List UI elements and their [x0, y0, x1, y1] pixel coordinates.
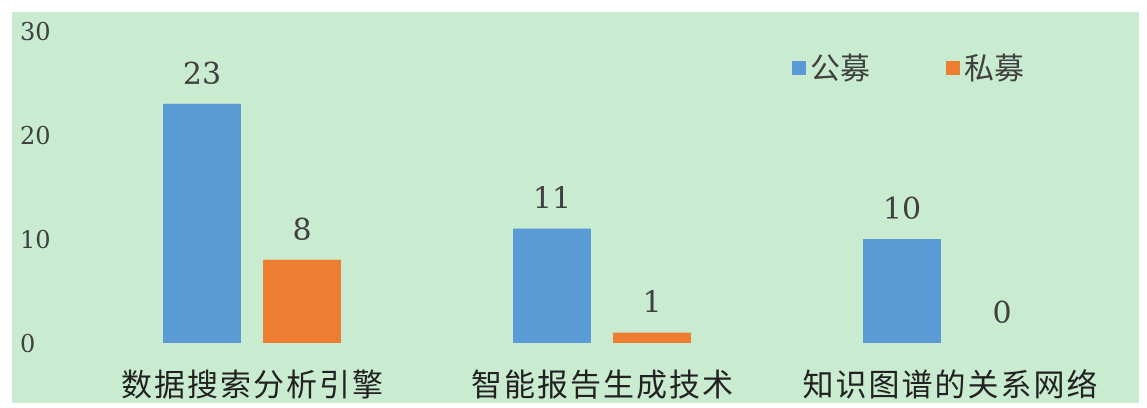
x-axis-category-label: 数据搜索分析引擎: [121, 368, 385, 403]
data-label: 8: [292, 213, 311, 248]
legend-item: 私募: [946, 52, 1024, 87]
y-tick-label: 10: [20, 226, 51, 254]
data-label: 0: [992, 296, 1011, 331]
y-tick-label: 20: [20, 122, 51, 150]
bar: [163, 103, 241, 343]
legend-label: 私募: [964, 52, 1024, 87]
y-axis-ticks: 0 10 20 30: [20, 18, 51, 358]
legend-swatch: [946, 61, 960, 75]
bar: [613, 332, 691, 343]
y-tick-label: 0: [20, 330, 35, 358]
y-tick-label: 30: [20, 18, 51, 46]
data-label: 11: [533, 182, 571, 217]
bars: [163, 103, 941, 343]
data-label: 1: [642, 286, 661, 321]
legend-label: 公募: [810, 52, 870, 87]
bar: [263, 259, 341, 343]
legend-swatch: [792, 61, 806, 75]
x-axis-category-label: 知识图谱的关系网络: [803, 368, 1100, 403]
data-label: 10: [883, 192, 921, 227]
x-axis-labels: 数据搜索分析引擎 智能报告生成技术 知识图谱的关系网络: [121, 368, 1100, 404]
bar: [513, 228, 591, 343]
x-axis-category-label: 智能报告生成技术: [471, 368, 735, 403]
bar: [863, 239, 941, 343]
data-label: 23: [183, 57, 221, 92]
legend-item: 公募: [792, 52, 870, 87]
legend: 公募 私募: [792, 52, 1024, 87]
